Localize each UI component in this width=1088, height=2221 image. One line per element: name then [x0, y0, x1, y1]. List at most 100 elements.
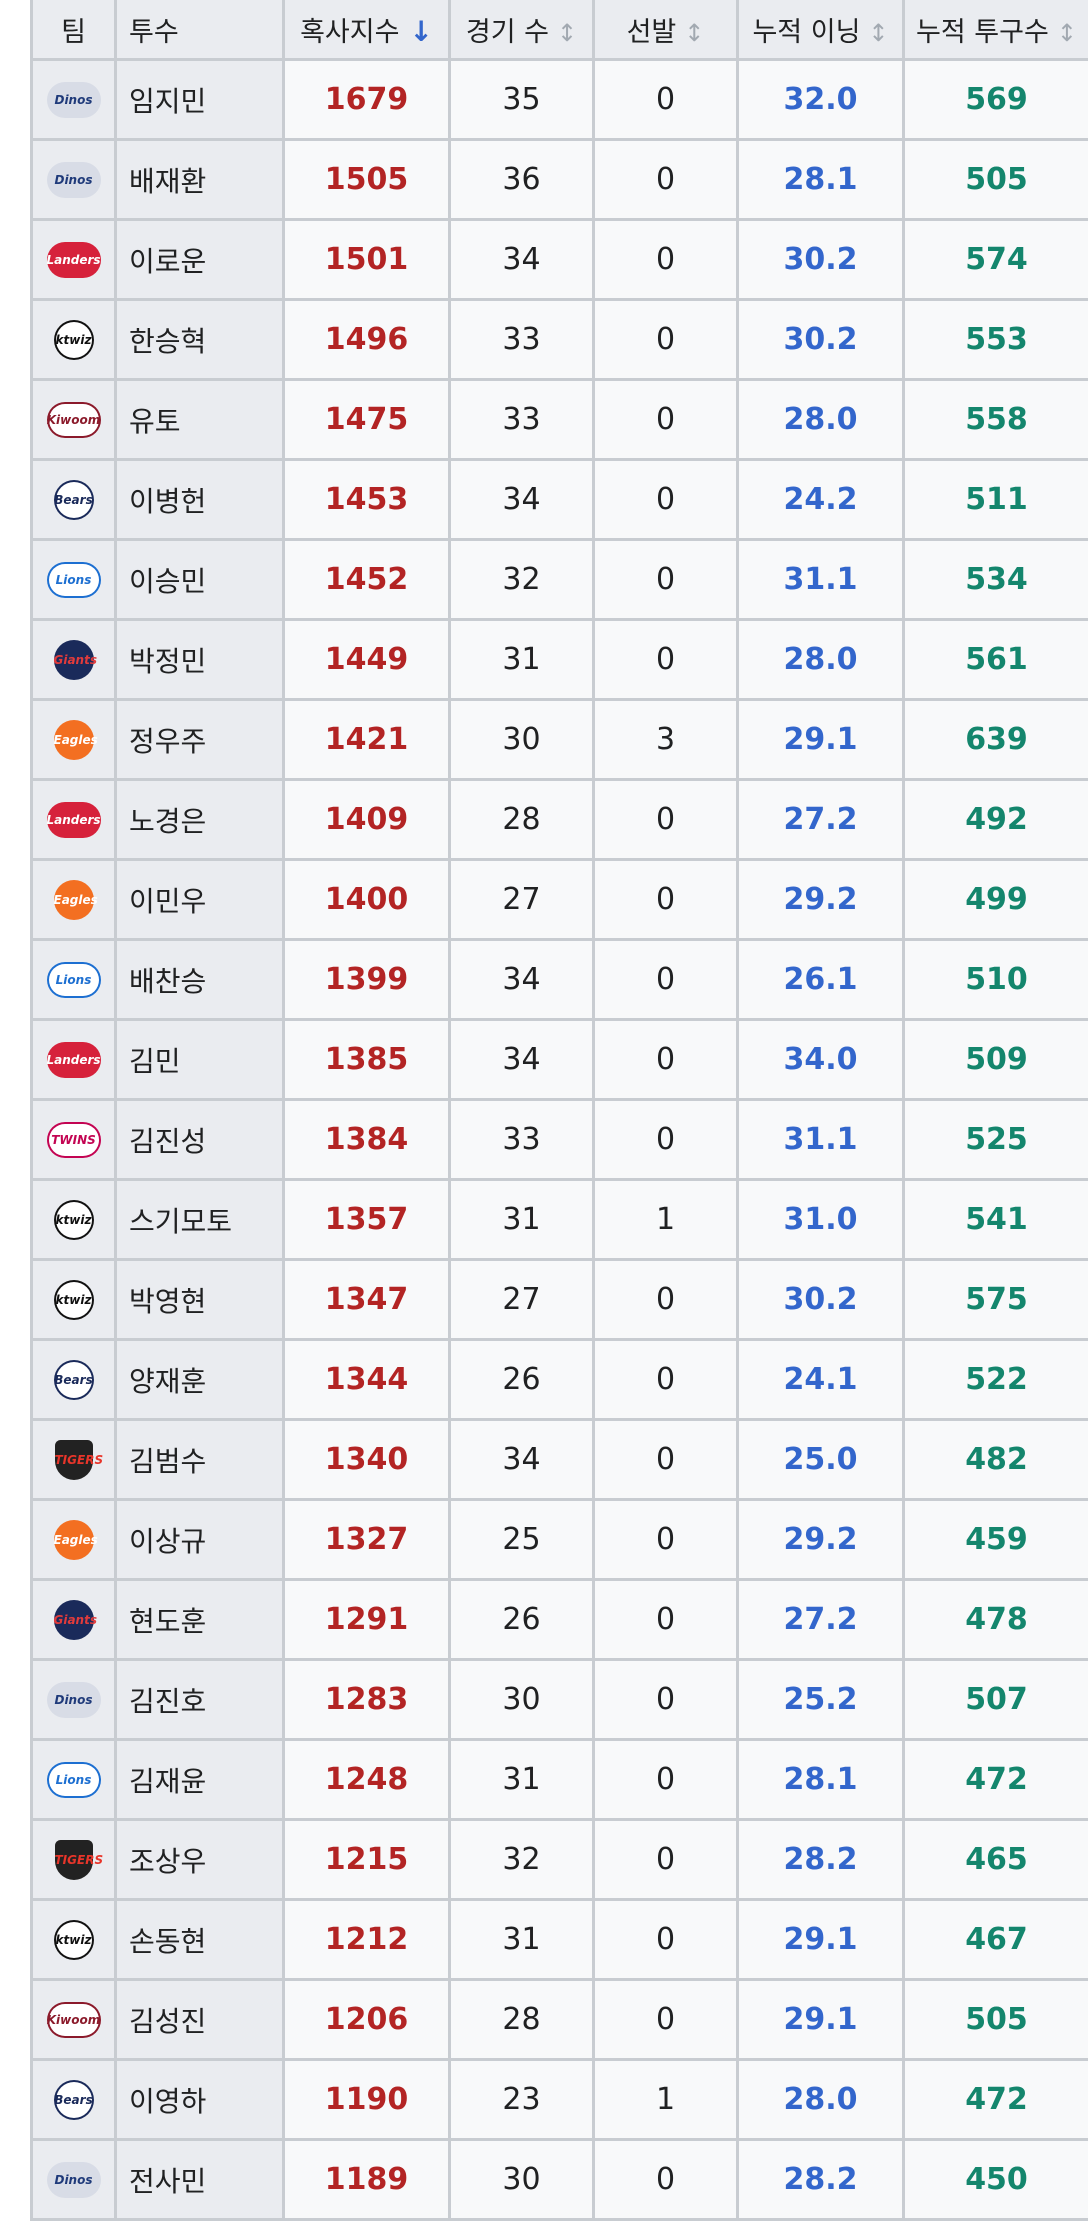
pitches-value: 639: [904, 700, 1088, 780]
innings-value: 31.0: [738, 1180, 904, 1260]
index-value: 1189: [284, 2140, 450, 2220]
team-logo-icon: Dinos: [47, 82, 101, 118]
pitcher-name: 전사민: [116, 2140, 284, 2220]
pitches-value: 509: [904, 1020, 1088, 1100]
team-logo-icon: Giants: [54, 1600, 94, 1640]
innings-value: 30.2: [738, 1260, 904, 1340]
pitches-value: 574: [904, 220, 1088, 300]
pitches-value: 507: [904, 1660, 1088, 1740]
starts-value: 0: [594, 1020, 738, 1100]
index-value: 1384: [284, 1100, 450, 1180]
team-logo-cell: ktwiz: [32, 1260, 116, 1340]
index-value: 1327: [284, 1500, 450, 1580]
index-value: 1340: [284, 1420, 450, 1500]
index-value: 1449: [284, 620, 450, 700]
header-index-sort[interactable]: 혹사지수↓: [284, 0, 450, 60]
innings-value: 30.2: [738, 220, 904, 300]
pitches-value: 499: [904, 860, 1088, 940]
team-logo-cell: Dinos: [32, 1660, 116, 1740]
games-value: 35: [450, 60, 594, 140]
pitcher-name: 한승혁: [116, 300, 284, 380]
header-starts-sort[interactable]: 선발↕: [594, 0, 738, 60]
innings-value: 32.0: [738, 60, 904, 140]
games-value: 33: [450, 300, 594, 380]
team-logo-icon: Giants: [54, 640, 94, 680]
innings-value: 31.1: [738, 1100, 904, 1180]
pitcher-name: 양재훈: [116, 1340, 284, 1420]
games-value: 34: [450, 460, 594, 540]
index-value: 1291: [284, 1580, 450, 1660]
pitches-value: 522: [904, 1340, 1088, 1420]
starts-value: 0: [594, 1420, 738, 1500]
starts-value: 0: [594, 1900, 738, 1980]
starts-value: 0: [594, 1340, 738, 1420]
sort-desc-icon[interactable]: ↓: [409, 15, 432, 48]
team-logo-cell: Landers: [32, 220, 116, 300]
team-logo-icon: Lions: [47, 1762, 101, 1798]
pitches-value: 561: [904, 620, 1088, 700]
pitches-value: 553: [904, 300, 1088, 380]
sort-icon[interactable]: ↕: [557, 19, 577, 47]
team-logo-cell: Eagles: [32, 860, 116, 940]
pitcher-name: 이민우: [116, 860, 284, 940]
pitches-value: 575: [904, 1260, 1088, 1340]
starts-value: 0: [594, 1660, 738, 1740]
starts-value: 0: [594, 1260, 738, 1340]
games-value: 32: [450, 540, 594, 620]
pitcher-name: 김진호: [116, 1660, 284, 1740]
innings-value: 28.2: [738, 1820, 904, 1900]
sort-icon[interactable]: ↕: [868, 19, 888, 47]
innings-value: 28.0: [738, 2060, 904, 2140]
innings-value: 25.0: [738, 1420, 904, 1500]
header-innings-sort[interactable]: 누적 이닝↕: [738, 0, 904, 60]
team-logo-icon: Landers: [47, 1042, 101, 1078]
pitcher-name: 김민: [116, 1020, 284, 1100]
pitches-value: 525: [904, 1100, 1088, 1180]
index-value: 1679: [284, 60, 450, 140]
index-value: 1344: [284, 1340, 450, 1420]
team-logo-cell: Landers: [32, 780, 116, 860]
pitches-value: 465: [904, 1820, 1088, 1900]
team-logo-icon: TIGERS: [55, 1840, 93, 1880]
team-logo-icon: ktwiz: [54, 1280, 94, 1320]
index-value: 1248: [284, 1740, 450, 1820]
pitches-value: 450: [904, 2140, 1088, 2220]
pitcher-name: 정우주: [116, 700, 284, 780]
team-logo-cell: TWINS: [32, 1100, 116, 1180]
pitcher-name: 이영하: [116, 2060, 284, 2140]
games-value: 33: [450, 1100, 594, 1180]
index-value: 1452: [284, 540, 450, 620]
index-value: 1347: [284, 1260, 450, 1340]
games-value: 23: [450, 2060, 594, 2140]
header-games-sort[interactable]: 경기 수↕: [450, 0, 594, 60]
games-value: 30: [450, 1660, 594, 1740]
pitcher-name: 유토: [116, 380, 284, 460]
pitches-value: 558: [904, 380, 1088, 460]
team-logo-cell: TIGERS: [32, 1420, 116, 1500]
team-logo-icon: ktwiz: [54, 1920, 94, 1960]
pitcher-name: 배찬승: [116, 940, 284, 1020]
team-logo-icon: TIGERS: [55, 1440, 93, 1480]
team-logo-cell: Lions: [32, 540, 116, 620]
starts-value: 1: [594, 1180, 738, 1260]
index-value: 1399: [284, 940, 450, 1020]
pitches-value: 478: [904, 1580, 1088, 1660]
pitches-value: 492: [904, 780, 1088, 860]
sort-icon[interactable]: ↕: [684, 19, 704, 47]
team-logo-cell: Dinos: [32, 140, 116, 220]
sort-icon[interactable]: ↕: [1057, 19, 1077, 47]
header-pitches-sort[interactable]: 누적 투구수↕: [904, 0, 1088, 60]
innings-value: 30.2: [738, 300, 904, 380]
header-team: 팀: [32, 0, 116, 60]
pitcher-name: 김성진: [116, 1980, 284, 2060]
index-value: 1496: [284, 300, 450, 380]
games-value: 34: [450, 220, 594, 300]
starts-value: 0: [594, 380, 738, 460]
